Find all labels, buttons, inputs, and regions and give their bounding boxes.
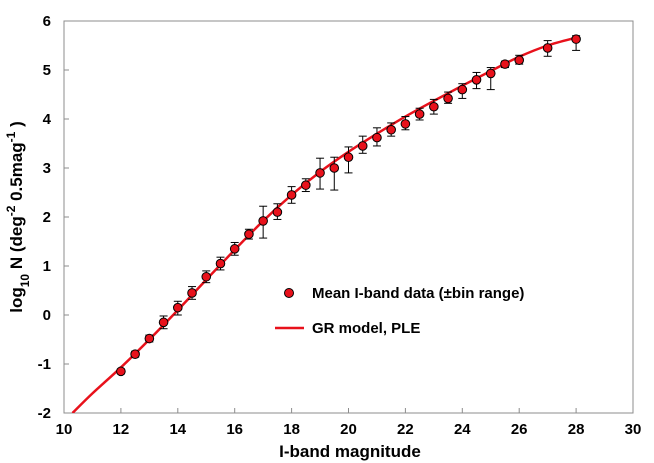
legend-label-model: GR model, PLE	[312, 320, 420, 337]
x-tick-label: 22	[397, 421, 414, 438]
data-point	[571, 34, 581, 44]
data-point	[187, 288, 197, 298]
data-point	[301, 180, 311, 190]
y-tick-label: -1	[38, 356, 51, 373]
data-point	[386, 124, 396, 135]
y-tick-label: 5	[43, 62, 51, 79]
data-point	[315, 168, 325, 178]
plot-frame	[63, 20, 634, 414]
x-axis-title: I-band magnitude	[279, 442, 421, 461]
data-point	[500, 59, 510, 69]
legend-label-data: Mean I-band data (±bin range)	[312, 285, 524, 302]
y-tick-label: 0	[43, 307, 51, 324]
x-tick-label: 26	[511, 421, 528, 438]
x-axis: 10 12 14 16 18 20 22 24 26 28 30	[56, 408, 642, 438]
data-point	[329, 163, 340, 173]
data-point	[130, 349, 140, 360]
x-tick-label: 28	[568, 421, 585, 438]
y-tick-label: -2	[38, 405, 51, 422]
x-tick-label: 12	[113, 421, 130, 438]
x-tick-label: 14	[169, 421, 186, 438]
data-point	[414, 109, 425, 119]
y-tick-label: 2	[43, 209, 51, 226]
x-tick-label: 16	[226, 421, 243, 438]
data-point	[229, 244, 240, 254]
y-tick-label: 6	[43, 13, 51, 30]
data-point	[542, 43, 553, 53]
data-point	[471, 75, 482, 85]
x-tick-label: 20	[340, 421, 357, 438]
data-point	[286, 190, 297, 200]
data-point	[443, 93, 453, 104]
data-point	[173, 302, 183, 313]
x-tick-label: 30	[625, 421, 642, 438]
data-point	[429, 101, 439, 112]
data-point	[201, 271, 212, 282]
model-line	[71, 36, 577, 413]
y-axis: -2 -1 0 1 2 3 4 5 6	[38, 13, 69, 422]
x-tick-label: 10	[56, 421, 73, 438]
data-point	[144, 333, 155, 344]
data-point	[116, 366, 126, 377]
y-tick-label: 3	[43, 160, 51, 177]
data-point-series	[116, 34, 581, 377]
data-point	[158, 317, 169, 328]
x-tick-label: 24	[454, 421, 471, 438]
y-tick-label: 1	[43, 258, 51, 275]
data-point	[357, 141, 368, 151]
data-point	[514, 55, 525, 66]
data-point	[457, 84, 468, 95]
y-tick-label: 4	[43, 111, 52, 128]
x-tick-label: 18	[283, 421, 300, 438]
data-point	[244, 229, 254, 239]
data-point	[272, 207, 283, 217]
data-point	[400, 119, 411, 129]
data-point	[372, 132, 382, 143]
data-point	[485, 68, 496, 79]
legend-marker-data	[284, 288, 294, 298]
data-point	[343, 152, 354, 163]
legend: Mean I-band data (±bin range) GR model, …	[275, 285, 524, 337]
data-point	[215, 258, 226, 269]
model-line-series	[71, 36, 577, 413]
data-point	[258, 216, 268, 226]
y-axis-title: log10 N (deg-2 0.5mag-1 )	[4, 121, 32, 313]
